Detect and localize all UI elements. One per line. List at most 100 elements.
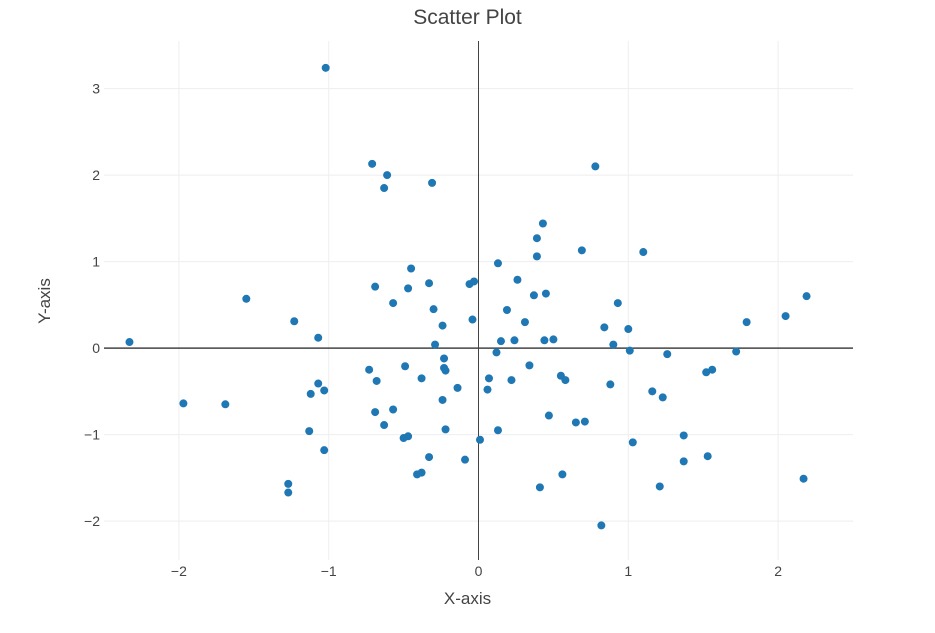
data-point (648, 387, 657, 396)
data-point (679, 431, 688, 440)
x-axis-label: X-axis (443, 589, 492, 608)
data-point (529, 291, 538, 300)
data-point (591, 162, 600, 171)
data-point (441, 366, 450, 375)
x-tick-label: −2 (171, 563, 187, 579)
data-point (606, 380, 615, 389)
data-point (538, 219, 547, 228)
data-point (802, 292, 811, 301)
data-point (389, 405, 398, 414)
data-point (483, 385, 492, 394)
data-point (461, 455, 470, 464)
data-point (179, 399, 188, 408)
data-point (540, 336, 549, 345)
data-point (380, 184, 389, 193)
data-point (314, 333, 323, 342)
x-tick-label: 0 (475, 563, 483, 579)
data-point (702, 368, 711, 377)
data-point (625, 346, 634, 355)
data-point (525, 361, 534, 370)
data-point (368, 159, 377, 168)
data-point (417, 468, 426, 477)
data-point (663, 350, 672, 359)
data-point (609, 340, 618, 349)
data-point (475, 435, 484, 444)
data-point (502, 306, 511, 315)
data-point (290, 317, 299, 326)
data-point (417, 374, 426, 383)
data-point (532, 234, 541, 243)
data-point (306, 389, 315, 398)
data-point (535, 483, 544, 492)
data-point (493, 426, 502, 435)
data-point (438, 395, 447, 404)
y-tick-label: −2 (84, 513, 100, 529)
data-point (520, 318, 529, 327)
data-point (544, 411, 553, 420)
data-point (453, 383, 462, 392)
y-tick-label: 2 (92, 167, 100, 183)
data-point (425, 453, 434, 462)
data-point (383, 171, 392, 180)
data-point (655, 482, 664, 491)
data-point (468, 315, 477, 324)
data-point (407, 264, 416, 273)
chart-title: Scatter Plot (413, 6, 522, 29)
data-point (507, 376, 516, 385)
data-point (624, 325, 633, 334)
data-point (321, 63, 330, 72)
data-point (438, 321, 447, 330)
data-point (372, 376, 381, 385)
data-point (320, 446, 329, 455)
zero-lines (104, 41, 853, 560)
x-tick-label: 1 (624, 563, 632, 579)
data-point (401, 362, 410, 371)
data-point (732, 347, 741, 356)
data-point (221, 400, 230, 409)
data-point (658, 393, 667, 402)
data-point (371, 282, 380, 291)
data-point (639, 248, 648, 257)
data-point (425, 279, 434, 288)
data-point (781, 312, 790, 321)
y-tick-label: 1 (92, 254, 100, 270)
data-point (708, 365, 717, 374)
data-point (125, 338, 134, 347)
data-point (541, 289, 550, 298)
data-point (597, 521, 606, 530)
data-point (600, 323, 609, 332)
data-point (305, 427, 314, 436)
data-point (703, 452, 712, 461)
data-point (493, 259, 502, 268)
data-point (484, 374, 493, 383)
x-tick-label: 2 (774, 563, 782, 579)
data-point (380, 421, 389, 430)
data-point (558, 470, 567, 479)
x-tick-label: −1 (321, 563, 337, 579)
data-point (571, 418, 580, 427)
data-point (549, 335, 558, 344)
data-point (577, 246, 586, 255)
data-point (429, 305, 438, 314)
y-tick-label: −1 (84, 427, 100, 443)
data-point (404, 432, 413, 441)
data-point (404, 284, 413, 293)
data-point (320, 386, 329, 395)
data-point (628, 438, 637, 447)
data-point (365, 365, 374, 374)
data-point (799, 474, 808, 483)
data-point (492, 348, 501, 357)
y-tick-label: 0 (92, 340, 100, 356)
data-point (613, 299, 622, 308)
data-point (371, 408, 380, 417)
data-point (284, 479, 293, 488)
data-point (580, 417, 589, 426)
data-point (532, 252, 541, 261)
data-point (242, 294, 251, 303)
y-axis-label: Y-axis (35, 278, 54, 324)
data-point (470, 277, 479, 286)
data-point (513, 275, 522, 284)
data-point (742, 318, 751, 327)
data-point (431, 340, 440, 349)
